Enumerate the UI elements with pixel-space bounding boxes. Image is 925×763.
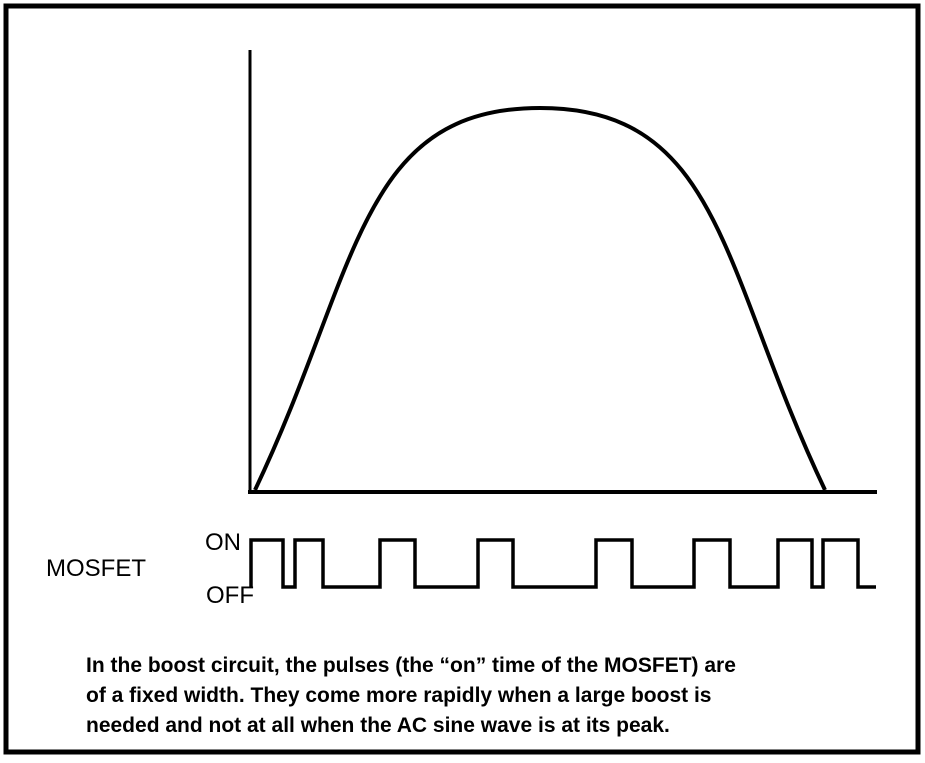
frame	[3, 3, 921, 755]
sine-arch	[253, 105, 827, 491]
on-label: ON	[205, 529, 241, 556]
pulse-train	[249, 538, 876, 589]
caption-line: of a fixed width. They come more rapidly…	[86, 684, 711, 707]
caption-line: needed and not at all when the AC sine w…	[86, 714, 670, 737]
mosfet-label: MOSFET	[46, 555, 146, 582]
off-label: OFF	[206, 582, 254, 609]
caption-line: In the boost circuit, the pulses (the “o…	[86, 654, 736, 677]
